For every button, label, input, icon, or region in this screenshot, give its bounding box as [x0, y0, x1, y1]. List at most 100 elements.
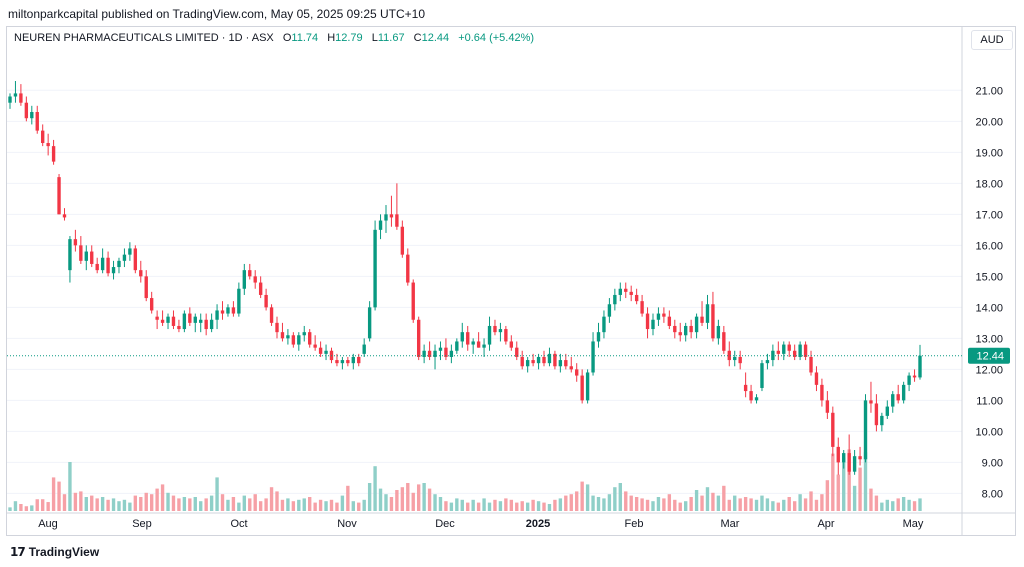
volume-bar	[852, 485, 857, 511]
candle-body	[536, 356, 541, 364]
candle-body	[553, 353, 557, 367]
candle-body	[258, 282, 263, 295]
candle-body	[689, 325, 693, 333]
candle-body	[640, 301, 644, 314]
symbol-name: NEUREN PHARMACEUTICALS LIMITED · 1D · AS…	[14, 32, 274, 44]
candle-body	[438, 347, 443, 351]
volume-bar	[504, 498, 508, 511]
tradingview-brand[interactable]: 17 TradingView	[10, 545, 99, 559]
candle-body	[645, 313, 650, 330]
volume-bar	[253, 494, 257, 511]
volume-bar	[738, 498, 742, 511]
candle-body	[754, 397, 759, 401]
candle-body	[79, 245, 83, 261]
volume-bar	[51, 477, 56, 511]
candle-body	[542, 356, 546, 364]
candle-body	[286, 335, 290, 339]
volume-bar	[95, 498, 99, 511]
candle-body	[618, 288, 622, 295]
candle-body	[678, 332, 682, 336]
volume-bar	[525, 502, 530, 511]
last-price-line: 12.44	[7, 347, 1010, 364]
time-tick-label: Mar	[721, 518, 740, 530]
volume-bar	[8, 507, 12, 511]
candle-body	[215, 310, 219, 320]
volume-bar	[291, 501, 296, 511]
candle-body	[433, 350, 437, 357]
candle-body	[62, 214, 67, 218]
candle-body	[280, 332, 285, 339]
volume-bar	[117, 501, 121, 511]
volume-bar	[749, 498, 753, 511]
candle-body	[444, 347, 448, 357]
volume-bar	[803, 498, 808, 511]
currency-button[interactable]: AUD	[971, 30, 1013, 50]
candle-body	[275, 322, 279, 333]
volume-bar	[90, 495, 94, 511]
volume-bar	[760, 495, 764, 511]
candle-body	[602, 316, 606, 333]
volume-bar	[776, 502, 781, 511]
volume-bar	[411, 492, 415, 511]
candle-body	[8, 96, 12, 103]
candle-body	[171, 316, 176, 326]
high-label: H	[327, 32, 336, 44]
candle-body	[160, 319, 165, 323]
volume-bar	[880, 502, 884, 511]
volume-bar	[324, 501, 328, 511]
change-value: +0.64 (+5.42%)	[458, 32, 535, 44]
price-tick-label: 9.00	[982, 457, 1003, 469]
low-label: L	[371, 32, 378, 44]
candle-body	[106, 257, 110, 274]
candle-body	[694, 316, 699, 333]
volume-bar	[536, 501, 541, 511]
candle-body	[547, 353, 552, 364]
price-tick-label: 18.00	[975, 178, 1003, 190]
volume-bar	[705, 487, 710, 511]
candle-body	[743, 384, 748, 392]
candle-body	[166, 316, 170, 323]
volume-bar	[258, 501, 263, 511]
symbol-legend: NEUREN PHARMACEUTICALS LIMITED · 1D · AS…	[14, 32, 534, 44]
candle-body	[760, 363, 764, 388]
volume-bar	[858, 467, 862, 511]
candle-body	[264, 294, 268, 308]
volume-bar	[269, 487, 274, 511]
candle-body	[493, 325, 497, 333]
candle-body	[248, 270, 252, 277]
candle-body	[792, 350, 797, 357]
candle-body	[624, 288, 628, 292]
time-tick-label: Sep	[132, 518, 152, 530]
volume-bar	[542, 502, 546, 511]
volume-bar	[596, 497, 601, 511]
candle-body	[531, 360, 535, 364]
volume-bar	[139, 497, 143, 511]
volume-bar	[678, 502, 682, 511]
volume-bar	[831, 453, 835, 511]
candle-body	[24, 102, 29, 119]
candle-body	[100, 257, 105, 271]
volume-bar	[662, 498, 666, 511]
price-tick-label: 20.00	[975, 116, 1003, 128]
volume-bar	[362, 499, 366, 511]
price-tick-label: 16.00	[975, 240, 1003, 252]
candle-body	[487, 325, 492, 345]
candle-body	[683, 325, 688, 336]
tradingview-logo-icon: 17	[10, 545, 26, 559]
candle-body	[400, 226, 405, 255]
candle-body	[291, 335, 296, 345]
candle-body	[155, 316, 159, 320]
volume-bar	[656, 497, 661, 511]
volume-bar	[476, 502, 481, 511]
candle-body	[19, 93, 23, 103]
volume-bar	[891, 501, 895, 511]
volume-bar	[280, 499, 285, 511]
price-tick-label: 11.00	[976, 395, 1003, 407]
volume-bar	[515, 502, 519, 511]
volume-bar	[618, 483, 622, 511]
price-tick-label: 12.00	[975, 364, 1003, 376]
volume-bar	[313, 502, 317, 511]
volume-bar	[357, 502, 361, 511]
volume-bar	[874, 495, 879, 511]
